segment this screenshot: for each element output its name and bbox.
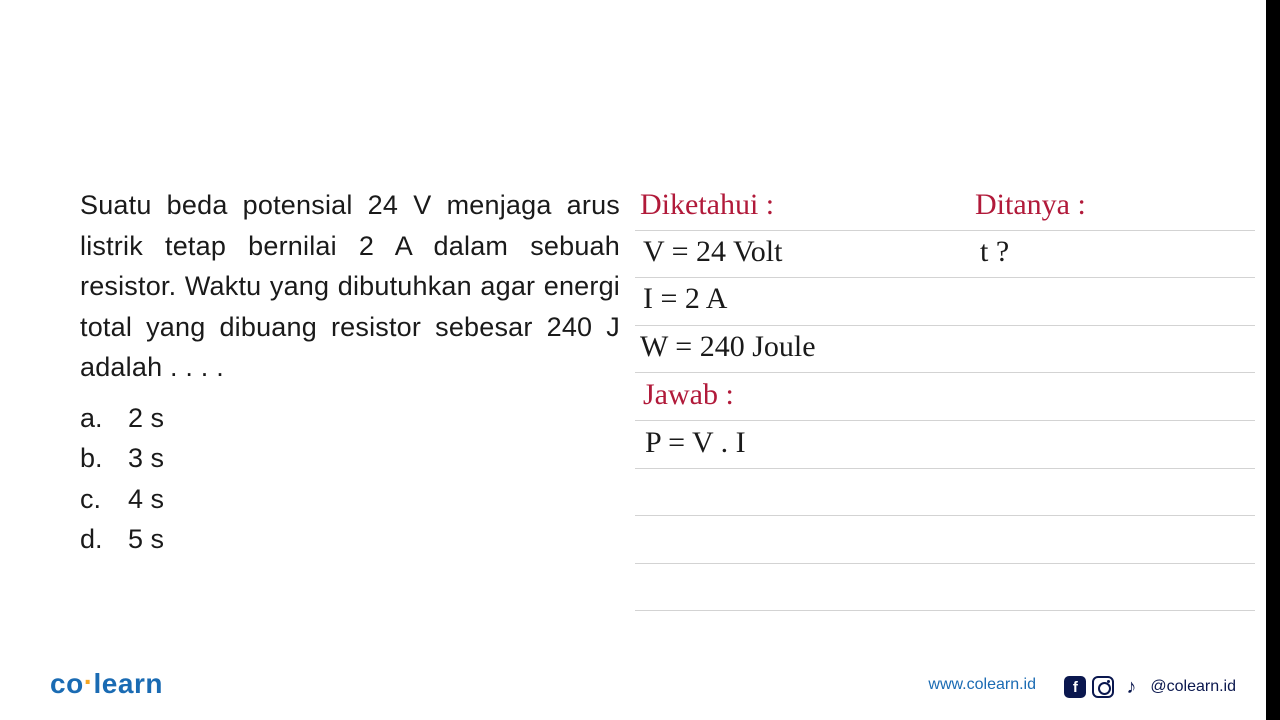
right-black-bar (1266, 0, 1280, 720)
given-w: W = 240 Joule (640, 330, 816, 364)
given-v: V = 24 Volt (643, 235, 782, 269)
option-letter: b. (80, 438, 128, 479)
rule-line (635, 468, 1255, 469)
option-letter: a. (80, 398, 128, 439)
option-text: 5 s (128, 519, 164, 560)
option-d: d. 5 s (80, 519, 620, 560)
rule-line (635, 610, 1255, 611)
option-text: 3 s (128, 438, 164, 479)
rule-line (635, 230, 1255, 231)
label-ditanya: Ditanya : (975, 188, 1086, 222)
rule-line (635, 515, 1255, 516)
option-letter: d. (80, 519, 128, 560)
tiktok-icon: ♪ (1120, 676, 1142, 698)
rule-line (635, 420, 1255, 421)
option-c: c. 4 s (80, 479, 620, 520)
colearn-logo: co·learn (50, 668, 163, 700)
rule-line (635, 277, 1255, 278)
rule-line (635, 372, 1255, 373)
logo-dot: · (84, 666, 94, 697)
option-a: a. 2 s (80, 398, 620, 439)
question-text: Suatu beda potensial 24 V menjaga arus l… (80, 185, 620, 388)
social-links: f ♪ @colearn.id (1064, 676, 1236, 698)
label-diketahui: Diketahui : (640, 188, 774, 222)
option-b: b. 3 s (80, 438, 620, 479)
question-block: Suatu beda potensial 24 V menjaga arus l… (80, 185, 620, 560)
option-text: 4 s (128, 479, 164, 520)
rule-line (635, 563, 1255, 564)
options-list: a. 2 s b. 3 s c. 4 s d. 5 s (80, 398, 620, 560)
option-letter: c. (80, 479, 128, 520)
answer-p: P = V . I (645, 426, 746, 460)
social-handle: @colearn.id (1150, 678, 1236, 696)
given-i: I = 2 A (643, 282, 727, 316)
label-jawab: Jawab : (643, 378, 734, 412)
asked-t: t ? (980, 235, 1009, 269)
rule-line (635, 325, 1255, 326)
footer: co·learn www.colearn.id f ♪ @colearn.id (0, 660, 1266, 700)
website-url: www.colearn.id (928, 676, 1036, 694)
option-text: 2 s (128, 398, 164, 439)
logo-co: co (50, 668, 84, 699)
instagram-icon (1092, 676, 1114, 698)
facebook-icon: f (1064, 676, 1086, 698)
logo-learn: learn (94, 668, 163, 699)
